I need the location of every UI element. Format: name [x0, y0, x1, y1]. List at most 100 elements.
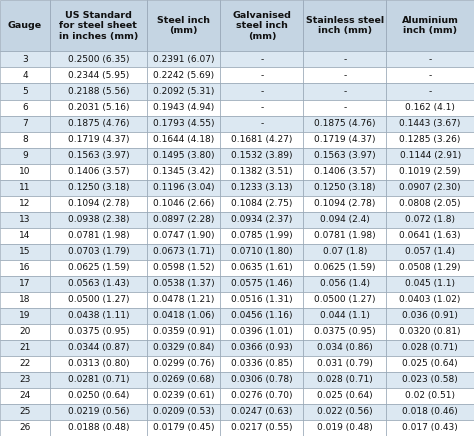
Bar	[386, 420, 474, 436]
Text: 0.0938 (2.38): 0.0938 (2.38)	[68, 215, 129, 224]
Bar	[0, 212, 50, 228]
Bar	[220, 340, 303, 356]
Bar	[50, 51, 147, 68]
Text: 0.0781 (1.98): 0.0781 (1.98)	[314, 231, 376, 240]
Bar	[50, 404, 147, 420]
Bar	[220, 260, 303, 276]
Bar	[50, 340, 147, 356]
Text: 0.1563 (3.97): 0.1563 (3.97)	[314, 151, 376, 160]
Text: 0.2391 (6.07): 0.2391 (6.07)	[153, 55, 214, 64]
Bar	[0, 196, 50, 212]
Text: 3: 3	[22, 55, 28, 64]
Text: 0.0625 (1.59): 0.0625 (1.59)	[314, 263, 375, 272]
Bar	[220, 212, 303, 228]
Bar	[50, 99, 147, 116]
Bar	[0, 68, 50, 84]
Text: 0.0276 (0.70): 0.0276 (0.70)	[231, 392, 292, 400]
Bar	[220, 132, 303, 147]
Text: 0.034 (0.86): 0.034 (0.86)	[317, 344, 373, 352]
Text: 0.017 (0.43): 0.017 (0.43)	[402, 423, 458, 433]
Bar	[303, 308, 386, 324]
Text: 0.0563 (1.43): 0.0563 (1.43)	[68, 279, 129, 288]
Text: 0.1382 (3.51): 0.1382 (3.51)	[231, 167, 292, 176]
Text: 0.1285 (3.26): 0.1285 (3.26)	[400, 135, 461, 144]
Bar	[220, 356, 303, 372]
Text: -: -	[260, 119, 264, 128]
Bar	[50, 228, 147, 244]
Text: 0.0250 (0.64): 0.0250 (0.64)	[68, 392, 129, 400]
Text: 0.2031 (5.16): 0.2031 (5.16)	[68, 103, 129, 112]
Bar	[386, 324, 474, 340]
Text: 0.0625 (1.59): 0.0625 (1.59)	[68, 263, 129, 272]
Bar	[303, 276, 386, 292]
Bar	[0, 308, 50, 324]
Bar	[147, 84, 220, 99]
Bar	[50, 388, 147, 404]
Text: 0.1719 (4.37): 0.1719 (4.37)	[68, 135, 129, 144]
Bar	[147, 68, 220, 84]
Text: 19: 19	[19, 311, 31, 320]
Text: 0.1094 (2.78): 0.1094 (2.78)	[314, 199, 375, 208]
Text: -: -	[260, 103, 264, 112]
Bar	[386, 196, 474, 212]
Text: 0.1563 (3.97): 0.1563 (3.97)	[67, 151, 129, 160]
Text: 0.1495 (3.80): 0.1495 (3.80)	[153, 151, 214, 160]
Bar	[303, 228, 386, 244]
Bar	[220, 0, 303, 51]
Bar	[50, 196, 147, 212]
Bar	[0, 404, 50, 420]
Bar	[147, 260, 220, 276]
Text: 0.1250 (3.18): 0.1250 (3.18)	[314, 183, 375, 192]
Text: 0.0219 (0.56): 0.0219 (0.56)	[68, 408, 129, 416]
Bar	[0, 340, 50, 356]
Bar	[147, 228, 220, 244]
Bar	[50, 292, 147, 308]
Text: 21: 21	[19, 344, 30, 352]
Text: 0.1094 (2.78): 0.1094 (2.78)	[68, 199, 129, 208]
Text: 0.2188 (5.56): 0.2188 (5.56)	[68, 87, 129, 96]
Text: 0.019 (0.48): 0.019 (0.48)	[317, 423, 373, 433]
Text: -: -	[428, 71, 432, 80]
Text: 0.028 (0.71): 0.028 (0.71)	[317, 375, 373, 385]
Bar	[220, 244, 303, 260]
Bar	[147, 372, 220, 388]
Text: -: -	[260, 87, 264, 96]
Bar	[220, 276, 303, 292]
Bar	[386, 68, 474, 84]
Bar	[0, 276, 50, 292]
Bar	[147, 51, 220, 68]
Text: 20: 20	[19, 327, 30, 336]
Bar	[0, 84, 50, 99]
Bar	[0, 356, 50, 372]
Text: 0.0785 (1.99): 0.0785 (1.99)	[231, 231, 293, 240]
Text: Galvanised
steel inch
(mm): Galvanised steel inch (mm)	[232, 11, 292, 41]
Bar	[147, 244, 220, 260]
Text: 16: 16	[19, 263, 31, 272]
Bar	[386, 212, 474, 228]
Bar	[50, 116, 147, 132]
Text: 0.036 (0.91): 0.036 (0.91)	[402, 311, 458, 320]
Text: -: -	[260, 71, 264, 80]
Text: 0.0500 (1.27): 0.0500 (1.27)	[68, 295, 129, 304]
Text: Steel inch
(mm): Steel inch (mm)	[157, 16, 210, 35]
Text: 10: 10	[19, 167, 31, 176]
Text: 0.0456 (1.16): 0.0456 (1.16)	[231, 311, 292, 320]
Bar	[0, 372, 50, 388]
Text: 0.0209 (0.53): 0.0209 (0.53)	[153, 408, 214, 416]
Text: 0.025 (0.64): 0.025 (0.64)	[317, 392, 373, 400]
Text: 0.1681 (4.27): 0.1681 (4.27)	[231, 135, 292, 144]
Bar	[147, 292, 220, 308]
Text: 0.028 (0.71): 0.028 (0.71)	[402, 344, 458, 352]
Text: 0.1345 (3.42): 0.1345 (3.42)	[153, 167, 214, 176]
Bar	[50, 356, 147, 372]
Bar	[386, 164, 474, 180]
Bar	[303, 212, 386, 228]
Text: Aluminium
inch (mm): Aluminium inch (mm)	[402, 16, 458, 35]
Text: 0.2242 (5.69): 0.2242 (5.69)	[153, 71, 214, 80]
Bar	[50, 164, 147, 180]
Bar	[147, 276, 220, 292]
Bar	[386, 372, 474, 388]
Text: 0.162 (4.1): 0.162 (4.1)	[405, 103, 455, 112]
Bar	[303, 356, 386, 372]
Bar	[386, 148, 474, 164]
